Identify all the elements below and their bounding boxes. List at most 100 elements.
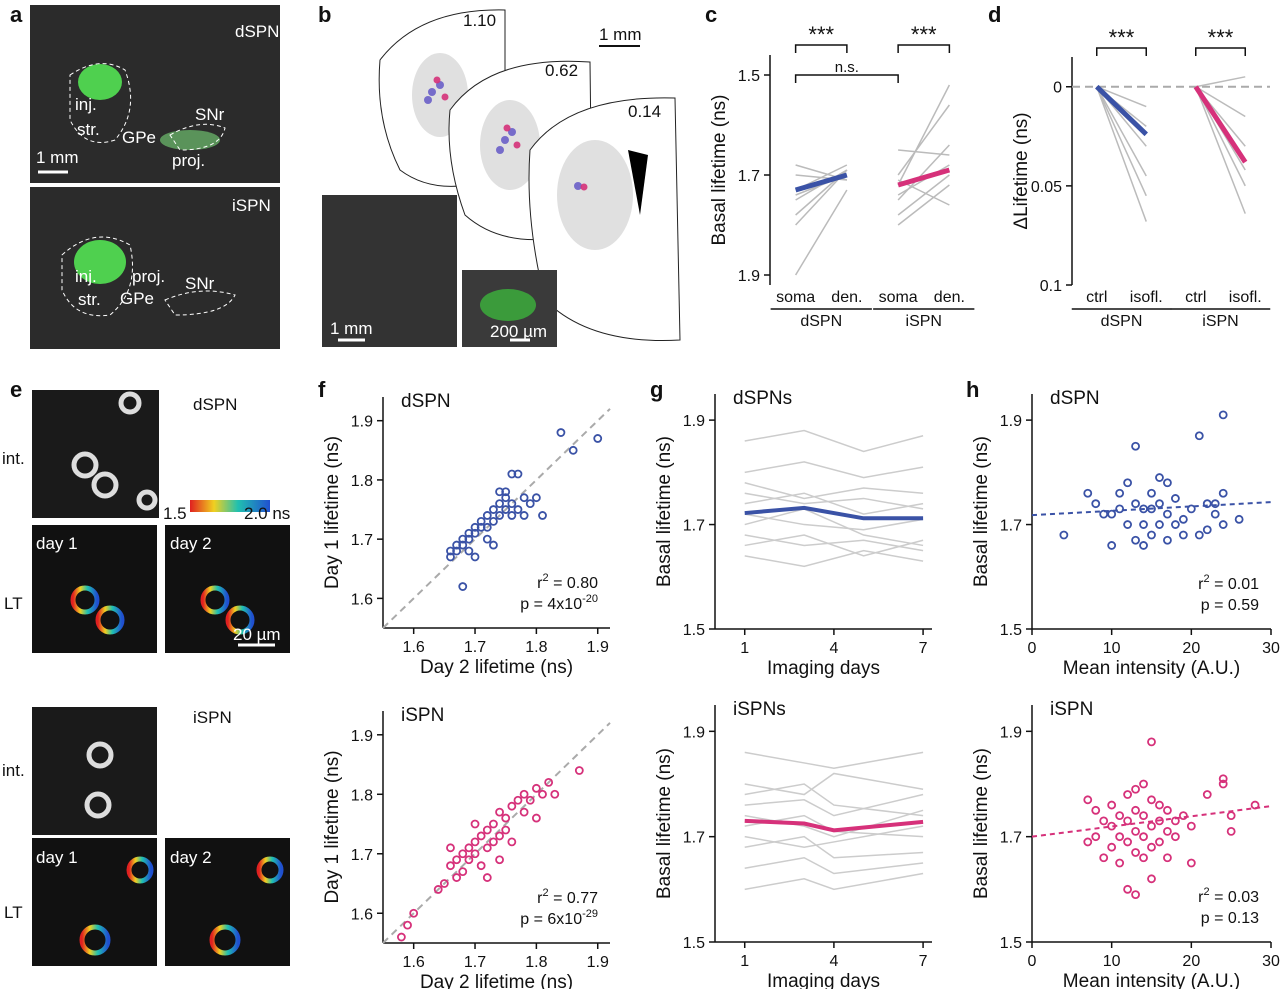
image-label: proj.	[172, 151, 205, 170]
point	[1147, 737, 1156, 747]
category-label: soma	[879, 289, 918, 306]
brain-image	[30, 187, 280, 349]
significance: ***	[808, 22, 834, 47]
stat-part: = 0.01	[1210, 576, 1259, 593]
point	[1083, 837, 1093, 847]
y-tick-label: 1.7	[683, 830, 705, 847]
point	[1139, 832, 1148, 842]
y-tick-label: 1.6	[351, 591, 373, 608]
point	[458, 867, 468, 877]
y-tick-label: 1.5	[683, 622, 705, 639]
y-tick-label: 1.5	[1000, 622, 1022, 639]
series-line	[744, 513, 924, 531]
colorbar	[190, 500, 270, 512]
point	[1155, 837, 1164, 847]
chart-title: iSPN	[401, 705, 444, 726]
point	[495, 511, 504, 520]
image-label: day 1	[36, 848, 78, 867]
x-tick-label: 1.9	[587, 954, 609, 971]
point	[556, 428, 566, 437]
group-label: dSPN	[800, 313, 842, 330]
point	[1178, 530, 1188, 540]
image-label: iSPN	[232, 196, 271, 215]
point	[501, 505, 511, 514]
paired-line	[1193, 85, 1248, 164]
y-axis-label: Basal lifetime (ns)	[654, 748, 675, 899]
section-image	[322, 195, 457, 347]
point	[1083, 795, 1093, 805]
point	[1147, 530, 1156, 540]
lifetime-image	[32, 525, 157, 653]
point	[470, 552, 480, 562]
image-label: inj.	[75, 267, 97, 286]
outline	[169, 123, 226, 151]
paired-line	[897, 167, 951, 188]
y-axis-label: Basal lifetime (ns)	[654, 436, 675, 587]
series-line	[744, 534, 924, 557]
point	[464, 843, 474, 853]
y-axis-label: Basal lifetime (ns)	[971, 436, 992, 587]
group-label: iSPN	[906, 313, 942, 330]
point	[550, 789, 560, 799]
image-label: 200 µm	[490, 322, 547, 341]
point	[1115, 488, 1125, 498]
point	[507, 499, 517, 509]
point	[1099, 509, 1109, 519]
point	[519, 807, 529, 817]
panel-letter: f	[318, 377, 326, 402]
y-tick-label: 1.5	[1000, 935, 1022, 952]
image-label: LT	[4, 903, 23, 922]
point	[1218, 774, 1228, 784]
image-label: 0.14	[628, 102, 661, 121]
stat-text: p = 6x10-29	[520, 908, 598, 928]
chart-title: dSPNs	[733, 388, 792, 409]
y-tick-label: 1.7	[738, 168, 760, 185]
point	[1139, 853, 1148, 863]
paired-line	[1095, 84, 1148, 137]
image-label: SNr	[185, 274, 215, 293]
image-label: dSPN	[235, 22, 279, 41]
point	[1163, 805, 1172, 815]
point	[1123, 478, 1132, 488]
bracket	[897, 44, 951, 53]
point	[531, 493, 541, 503]
x-tick-label: 1	[740, 953, 749, 970]
outline	[61, 236, 133, 317]
point	[458, 849, 468, 859]
point	[1139, 541, 1148, 550]
point	[1194, 530, 1204, 540]
point	[1226, 811, 1236, 820]
series-line	[744, 534, 924, 552]
x-tick-label: 1.7	[464, 954, 486, 971]
point	[501, 813, 511, 823]
image-label: day 2	[170, 848, 212, 867]
point	[1131, 848, 1140, 857]
point	[1210, 499, 1220, 509]
image-label: 2.0 ns	[244, 504, 290, 523]
series-line	[744, 818, 924, 833]
point	[1147, 874, 1156, 884]
panel-letter: c	[705, 2, 717, 27]
point	[1186, 858, 1196, 868]
point	[513, 795, 523, 805]
x-tick-label: 1.6	[403, 639, 425, 656]
point	[1234, 514, 1244, 524]
category-label: isofl.	[1130, 289, 1163, 306]
paired-line	[794, 172, 848, 193]
stat-sup: 2	[1204, 573, 1210, 585]
point	[470, 819, 480, 829]
stat-part: p = 0.59	[1201, 597, 1259, 614]
series-line	[744, 793, 924, 817]
point	[1194, 431, 1204, 441]
panel-letter: g	[650, 377, 663, 402]
x-tick-label: 1.8	[525, 954, 547, 971]
x-axis-label: Imaging days	[767, 971, 880, 989]
image-label: proj.	[132, 267, 165, 286]
point	[1155, 473, 1164, 482]
ventricle	[628, 150, 648, 215]
x-axis-label: Day 2 lifetime (ns)	[420, 657, 573, 678]
stat-part: = 0.80	[549, 575, 598, 592]
point	[574, 766, 584, 775]
point	[1218, 410, 1228, 420]
